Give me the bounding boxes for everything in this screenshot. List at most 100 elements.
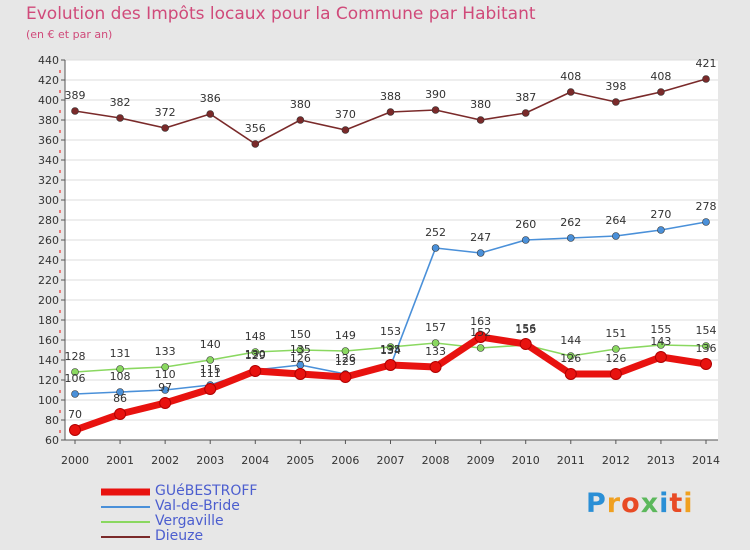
data-point: [206, 110, 215, 118]
data-point: [612, 98, 620, 106]
data-label: 70: [68, 408, 82, 421]
data-point: [564, 368, 577, 380]
logo-letter: r: [606, 488, 622, 519]
data-point: [702, 75, 710, 83]
x-tick-label: 2011: [557, 454, 585, 467]
chart-title: Evolution des Impôts locaux pour la Comm…: [26, 4, 536, 24]
y-tick-label: 360: [38, 134, 59, 147]
y-tick-label: 120: [38, 374, 59, 387]
data-label: 126: [605, 352, 626, 365]
data-label: 111: [200, 367, 221, 380]
data-label: 153: [380, 325, 401, 338]
data-point: [702, 342, 710, 350]
y-tick-label: 400: [38, 94, 59, 107]
data-label: 389: [65, 89, 86, 102]
data-label: 130: [245, 348, 266, 361]
data-label: 151: [605, 327, 626, 340]
data-label: 140: [200, 338, 221, 351]
legend-label: Val-de-Bride: [155, 498, 240, 514]
y-tick-label: 180: [38, 314, 59, 327]
data-label: 133: [425, 345, 446, 358]
data-point: [71, 390, 79, 398]
data-label: 134: [380, 344, 401, 357]
x-tick-label: 2006: [331, 454, 359, 467]
data-point: [116, 365, 124, 373]
data-point: [386, 343, 395, 351]
y-tick-label: 240: [38, 254, 59, 267]
logo-letter: P: [586, 488, 607, 519]
data-point: [116, 388, 124, 396]
data-point: [476, 116, 485, 124]
data-point: [294, 368, 307, 380]
x-tick-label: 2004: [241, 454, 269, 467]
data-label: 421: [696, 57, 717, 70]
data-point: [69, 424, 81, 436]
data-point: [566, 352, 575, 360]
data-label: 262: [560, 216, 581, 229]
data-label: 252: [425, 226, 446, 239]
legend-label: GUéBESTROFF: [155, 483, 258, 499]
data-label: 136: [696, 342, 717, 355]
data-label: 126: [290, 352, 311, 365]
data-label: 86: [113, 392, 127, 405]
x-tick-label: 2013: [647, 454, 675, 467]
y-tick-label: 340: [38, 154, 59, 167]
data-label: 115: [200, 363, 221, 376]
data-label: 123: [335, 355, 356, 368]
data-point: [700, 358, 712, 370]
y-tick-label: 300: [38, 194, 59, 207]
data-point: [657, 88, 665, 96]
data-label: 388: [380, 90, 401, 103]
data-label: 386: [200, 92, 221, 105]
data-label: 110: [155, 368, 176, 381]
x-tick-label: 2012: [602, 454, 630, 467]
data-label: 408: [560, 70, 581, 83]
data-label: 129: [245, 349, 266, 362]
data-label: 133: [155, 345, 176, 358]
x-tick-label: 2007: [377, 454, 405, 467]
data-point: [566, 88, 575, 96]
x-tick-label: 2009: [467, 454, 495, 467]
data-label: 372: [155, 106, 176, 119]
legend-label: Dieuze: [155, 528, 204, 544]
y-tick-label: 260: [38, 234, 59, 247]
data-label: 143: [650, 335, 671, 348]
x-tick-label: 2003: [196, 454, 224, 467]
data-point: [296, 346, 305, 354]
data-point: [71, 107, 79, 115]
data-point: [521, 109, 530, 117]
data-label: 135: [290, 343, 311, 356]
y-tick-label: 100: [38, 394, 59, 407]
x-tick-label: 2010: [512, 454, 540, 467]
data-point: [251, 140, 260, 148]
data-label: 97: [158, 381, 172, 394]
y-tick-label: 420: [38, 74, 59, 87]
data-label: 128: [65, 350, 86, 363]
data-point: [609, 368, 622, 380]
data-point: [657, 341, 665, 349]
y-tick-label: 440: [38, 54, 59, 67]
x-tick-label: 2002: [151, 454, 179, 467]
x-tick-label: 2000: [61, 454, 89, 467]
data-point: [702, 218, 710, 226]
proxiti-logo: Proxiti: [586, 488, 694, 519]
data-point: [386, 108, 395, 116]
data-point: [71, 368, 79, 376]
data-point: [431, 106, 440, 114]
data-point: [249, 365, 262, 377]
x-tick-label: 2005: [286, 454, 314, 467]
data-point: [114, 408, 127, 420]
data-point: [612, 345, 620, 353]
logo-letter: i: [683, 488, 694, 519]
data-label: 278: [696, 200, 717, 213]
data-label: 149: [335, 329, 356, 342]
data-point: [161, 386, 169, 394]
data-point: [204, 383, 217, 395]
data-point: [657, 226, 665, 234]
x-tick-label: 2014: [692, 454, 720, 467]
logo-letter: i: [659, 488, 670, 519]
data-point: [431, 244, 440, 252]
data-label: 148: [245, 330, 266, 343]
data-label: 108: [110, 370, 131, 383]
